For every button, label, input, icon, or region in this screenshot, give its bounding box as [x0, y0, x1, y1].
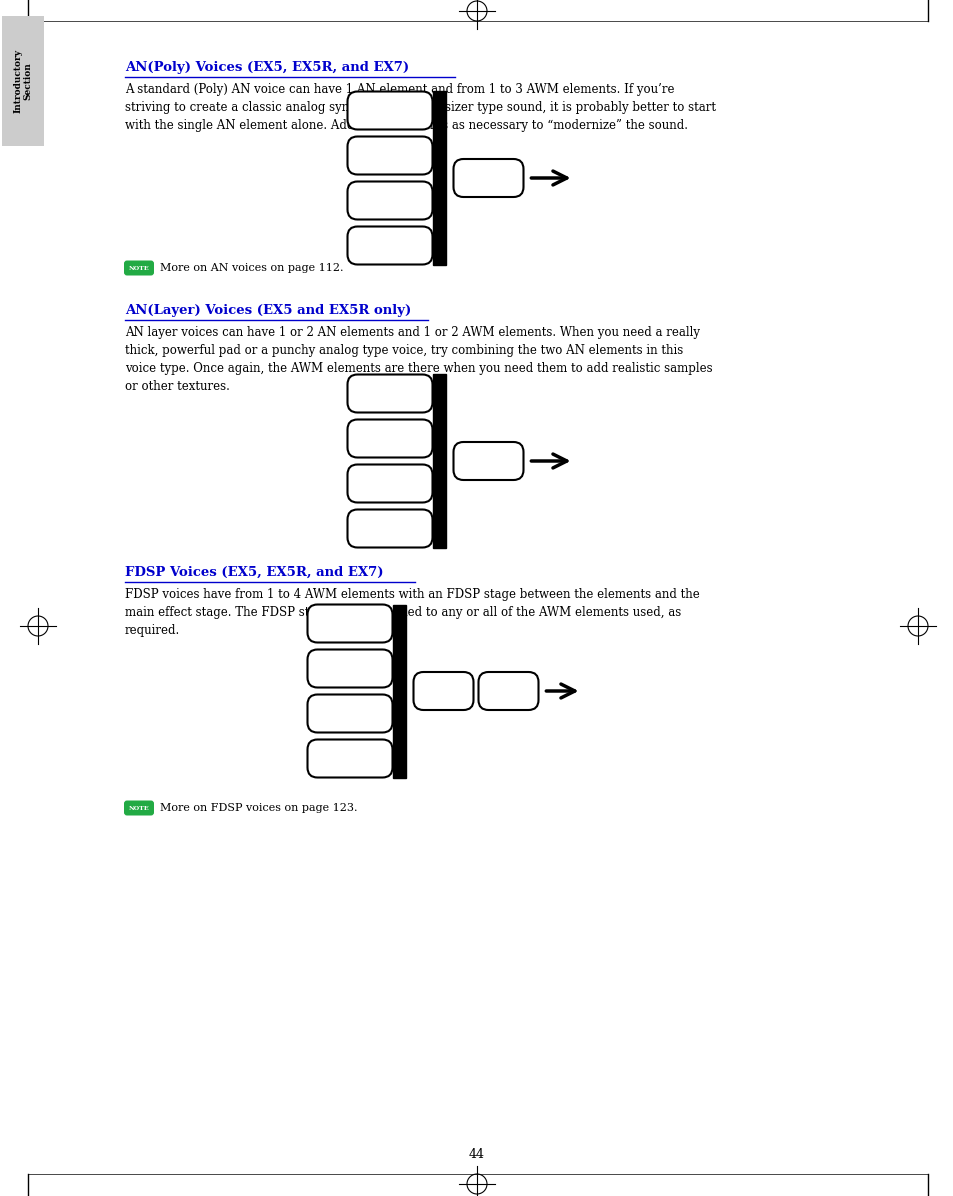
FancyBboxPatch shape	[347, 136, 432, 175]
FancyBboxPatch shape	[307, 695, 392, 732]
FancyBboxPatch shape	[347, 509, 432, 548]
FancyBboxPatch shape	[347, 182, 432, 220]
Text: AN(Poly) Voices (EX5, EX5R, and EX7): AN(Poly) Voices (EX5, EX5R, and EX7)	[125, 61, 409, 74]
Bar	[432, 374, 445, 548]
FancyBboxPatch shape	[307, 739, 392, 777]
FancyBboxPatch shape	[453, 159, 523, 197]
Text: A standard (Poly) AN voice can have 1 AN element and from 1 to 3 AWM elements. I: A standard (Poly) AN voice can have 1 AN…	[125, 83, 716, 132]
FancyBboxPatch shape	[347, 92, 432, 129]
Text: More on AN voices on page 112.: More on AN voices on page 112.	[160, 263, 343, 273]
Text: AN(Layer) Voices (EX5 and EX5R only): AN(Layer) Voices (EX5 and EX5R only)	[125, 304, 411, 317]
Text: AN layer voices can have 1 or 2 AN elements and 1 or 2 AWM elements. When you ne: AN layer voices can have 1 or 2 AN eleme…	[125, 327, 712, 393]
FancyBboxPatch shape	[307, 604, 392, 642]
Text: NOTE: NOTE	[129, 805, 150, 811]
FancyBboxPatch shape	[124, 261, 153, 275]
FancyBboxPatch shape	[413, 672, 473, 710]
Text: 44: 44	[469, 1147, 484, 1160]
FancyBboxPatch shape	[347, 464, 432, 502]
FancyBboxPatch shape	[347, 226, 432, 264]
Text: Introductory
Section: Introductory Section	[13, 49, 32, 112]
Bar	[2, 16, 44, 146]
FancyBboxPatch shape	[478, 672, 537, 710]
FancyBboxPatch shape	[347, 374, 432, 413]
FancyBboxPatch shape	[453, 443, 523, 480]
Bar	[392, 604, 405, 777]
Text: FDSP voices have from 1 to 4 AWM elements with an FDSP stage between the element: FDSP voices have from 1 to 4 AWM element…	[125, 588, 699, 637]
FancyBboxPatch shape	[124, 800, 153, 816]
Bar	[432, 92, 445, 264]
FancyBboxPatch shape	[307, 649, 392, 688]
FancyBboxPatch shape	[347, 420, 432, 458]
Text: NOTE: NOTE	[129, 266, 150, 270]
Text: FDSP Voices (EX5, EX5R, and EX7): FDSP Voices (EX5, EX5R, and EX7)	[125, 566, 383, 579]
Text: More on FDSP voices on page 123.: More on FDSP voices on page 123.	[160, 803, 357, 813]
